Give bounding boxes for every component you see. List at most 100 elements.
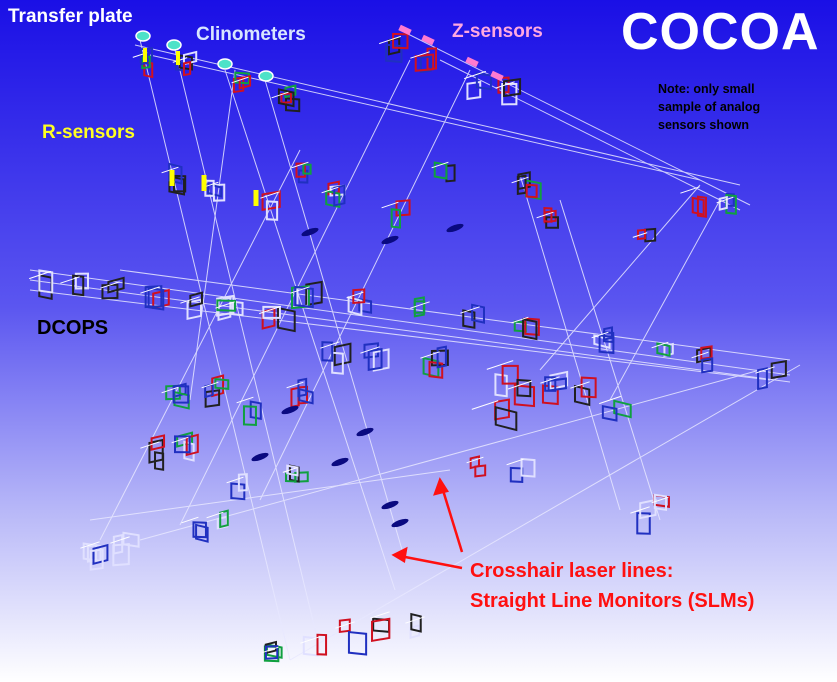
sensor-module xyxy=(271,84,301,113)
sensor-module xyxy=(486,360,519,398)
laser-head xyxy=(381,500,399,510)
sensor-module xyxy=(290,280,323,310)
sensor-module xyxy=(300,633,328,657)
z-sensor-marker xyxy=(398,24,412,36)
cocoa-title: COCOA xyxy=(621,3,820,61)
sensor-module xyxy=(570,376,597,407)
laser-head xyxy=(446,223,464,233)
analog-sensors-note: Note: only small sample of analog sensor… xyxy=(658,80,808,134)
clinometer-marker xyxy=(166,39,182,51)
sensor-module xyxy=(100,276,125,300)
clinometer-marker xyxy=(258,70,274,82)
sensor-modules xyxy=(29,32,787,663)
sensor-module xyxy=(507,378,536,408)
clinometer-marker xyxy=(217,58,233,70)
sensor-module xyxy=(360,342,390,372)
sensor-module xyxy=(651,341,674,358)
sensor-module xyxy=(60,272,89,297)
arrow-left-shaft xyxy=(399,554,463,570)
sensor-module xyxy=(282,464,309,483)
note-line-3: sensors shown xyxy=(658,118,749,132)
laser-head xyxy=(251,452,269,462)
laser-line xyxy=(519,174,621,511)
r-sensor-marker xyxy=(201,175,207,191)
laser-line xyxy=(264,79,406,561)
laser-head xyxy=(356,427,374,437)
laser-line xyxy=(134,44,741,186)
sensor-module xyxy=(335,618,368,656)
laser-line xyxy=(89,469,451,521)
sensor-markers xyxy=(135,24,504,528)
dcops-label: DCOPS xyxy=(37,317,109,339)
crosshair-label-line-1: Crosshair laser lines: xyxy=(470,560,674,582)
clinometers-label: Clinometers xyxy=(196,24,306,45)
sensor-module xyxy=(321,180,346,209)
sensor-module xyxy=(410,47,437,74)
sensor-module xyxy=(506,457,536,483)
laser-line xyxy=(609,199,721,401)
transfer-plate-label: Transfer plate xyxy=(8,6,133,27)
sensor-module xyxy=(420,345,449,379)
laser-line xyxy=(139,39,291,661)
arrow-left-head xyxy=(391,546,408,564)
sensor-module xyxy=(161,382,190,410)
laser-line xyxy=(559,199,661,521)
sensor-module xyxy=(110,531,140,567)
sensor-module xyxy=(370,611,391,643)
sensor-module xyxy=(540,370,569,406)
laser-line xyxy=(539,184,701,371)
sensor-module xyxy=(460,303,485,329)
laser-head xyxy=(391,518,409,528)
laser-head xyxy=(281,405,299,415)
laser-line xyxy=(259,69,471,501)
sensor-module xyxy=(206,509,229,530)
sensor-module xyxy=(511,171,542,201)
crosshair-laser-label: Crosshair laser lines: Straight Line Mon… xyxy=(470,556,754,616)
sensor-module xyxy=(181,516,209,543)
crosshair-arrows xyxy=(391,477,464,570)
z-sensor-marker xyxy=(465,56,479,68)
laser-line xyxy=(224,69,396,591)
laser-head xyxy=(301,227,319,237)
sensor-module xyxy=(261,640,283,663)
sensor-module xyxy=(471,398,518,432)
laser-line xyxy=(174,49,321,651)
crosshair-label-line-2: Straight Line Monitors (SLMs) xyxy=(470,590,755,612)
arrow-up-shaft xyxy=(440,486,464,553)
note-line-2: sample of analog xyxy=(658,100,761,114)
sensor-module xyxy=(172,50,198,77)
sensor-module xyxy=(291,161,312,184)
sensor-module xyxy=(226,473,248,501)
sensor-module xyxy=(231,71,252,94)
sensor-module xyxy=(171,431,199,462)
sensor-module xyxy=(651,493,670,512)
r-sensor-marker xyxy=(169,170,175,186)
sensor-module xyxy=(236,396,262,426)
sensor-module xyxy=(346,288,373,317)
sensor-module xyxy=(215,294,244,322)
sensor-module xyxy=(466,455,487,478)
r-sensor-marker xyxy=(143,48,147,62)
laser-line xyxy=(149,54,701,181)
laser-line xyxy=(289,364,801,661)
sensor-module xyxy=(511,316,540,341)
sensor-module xyxy=(320,341,352,375)
r-sensor-marker xyxy=(176,51,180,65)
arrow-up-head xyxy=(433,477,449,496)
z-sensors-label: Z-sensors xyxy=(452,21,543,42)
sensor-module xyxy=(381,199,411,229)
sensor-module xyxy=(680,186,707,218)
z-sensor-marker xyxy=(421,34,435,46)
r-sensors-label: R-sensors xyxy=(42,122,135,143)
sensor-module xyxy=(405,612,425,639)
r-sensor-marker xyxy=(253,190,259,206)
clinometer-marker xyxy=(135,30,151,42)
sensor-module xyxy=(716,192,737,215)
laser-line xyxy=(119,269,791,361)
sensor-module xyxy=(201,374,230,408)
laser-line xyxy=(399,29,751,206)
sensor-module xyxy=(180,291,203,321)
sensor-module xyxy=(410,296,430,318)
